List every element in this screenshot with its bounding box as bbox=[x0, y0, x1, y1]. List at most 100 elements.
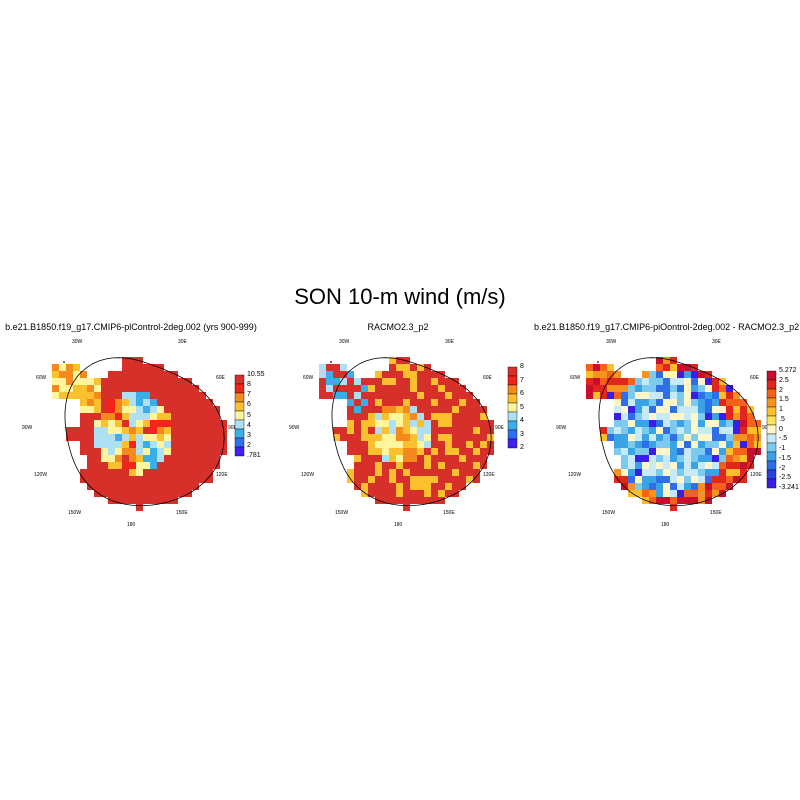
grid-cell bbox=[698, 448, 705, 455]
grid-cell bbox=[143, 385, 150, 392]
grid-cell bbox=[136, 427, 143, 434]
grid-cell bbox=[487, 448, 494, 455]
grid-cell bbox=[150, 476, 157, 483]
grid-cell bbox=[143, 434, 150, 441]
grid-cell bbox=[157, 469, 164, 476]
grid-cell bbox=[649, 490, 656, 497]
grid-cell bbox=[375, 406, 382, 413]
grid-cell bbox=[389, 427, 396, 434]
grid-cell bbox=[684, 455, 691, 462]
grid-cell bbox=[712, 441, 719, 448]
grid-cell bbox=[635, 427, 642, 434]
grid-cell bbox=[621, 406, 628, 413]
grid-cell bbox=[382, 490, 389, 497]
grid-cell bbox=[726, 385, 733, 392]
grid-cell bbox=[185, 392, 192, 399]
grid-cell bbox=[635, 406, 642, 413]
grid-cell bbox=[480, 413, 487, 420]
grid-cell bbox=[171, 497, 178, 504]
grid-cell bbox=[129, 420, 136, 427]
colorbar-box bbox=[766, 424, 777, 435]
grid-cell bbox=[108, 469, 115, 476]
grid-cell bbox=[670, 441, 677, 448]
grid-cell bbox=[199, 434, 206, 441]
grid-cell bbox=[677, 420, 684, 427]
grid-cell bbox=[649, 371, 656, 378]
colorbar-label: 3 bbox=[520, 430, 524, 438]
grid-cell bbox=[403, 504, 410, 511]
grid-cell bbox=[410, 406, 417, 413]
grid-cell bbox=[691, 420, 698, 427]
grid-cell bbox=[649, 434, 656, 441]
grid-cell bbox=[410, 371, 417, 378]
panel-racmo: RACMO2.3_p2 30W 30E 60W 60E 90W 90E 120W… bbox=[267, 320, 529, 528]
grid-cell bbox=[192, 406, 199, 413]
grid-cell bbox=[614, 413, 621, 420]
grid-cell bbox=[396, 364, 403, 371]
grid-cell bbox=[171, 385, 178, 392]
grid-cell bbox=[108, 427, 115, 434]
grid-cell bbox=[726, 476, 733, 483]
grid-cell bbox=[157, 462, 164, 469]
grid-cell bbox=[52, 371, 59, 378]
grid-cell bbox=[157, 490, 164, 497]
grid-cell bbox=[101, 448, 108, 455]
grid-cell bbox=[396, 392, 403, 399]
grid-cell bbox=[80, 406, 87, 413]
grid-cell bbox=[101, 462, 108, 469]
grid-cell bbox=[473, 406, 480, 413]
grid-cell bbox=[157, 385, 164, 392]
grid-cell bbox=[199, 420, 206, 427]
lon-label-30w: 30W bbox=[72, 339, 83, 345]
grid-cell bbox=[656, 434, 663, 441]
grid-cell bbox=[733, 441, 740, 448]
grid-cell bbox=[705, 462, 712, 469]
grid-cell bbox=[473, 441, 480, 448]
grid-cell bbox=[691, 448, 698, 455]
grid-cell bbox=[143, 420, 150, 427]
grid-cell bbox=[726, 483, 733, 490]
grid-cell bbox=[73, 364, 80, 371]
grid-cell bbox=[586, 392, 593, 399]
marker-dot bbox=[63, 361, 65, 363]
grid-cell bbox=[628, 413, 635, 420]
grid-cell bbox=[452, 406, 459, 413]
grid-cell bbox=[122, 357, 129, 364]
colorbar-label: 7 bbox=[247, 391, 251, 399]
grid-cell bbox=[663, 434, 670, 441]
grid-cell bbox=[733, 476, 740, 483]
colorbar-label: -1 bbox=[779, 445, 786, 452]
grid-cell bbox=[361, 399, 368, 406]
grid-cell bbox=[403, 392, 410, 399]
grid-cell bbox=[143, 427, 150, 434]
grid-cell bbox=[438, 434, 445, 441]
grid-cell bbox=[396, 483, 403, 490]
grid-cell bbox=[157, 371, 164, 378]
grid-cell bbox=[389, 364, 396, 371]
grid-cell bbox=[199, 448, 206, 455]
grid-cell bbox=[87, 399, 94, 406]
colorbar-box bbox=[766, 478, 777, 489]
grid-cell bbox=[705, 476, 712, 483]
grid-cell bbox=[663, 357, 670, 364]
grid-cell bbox=[164, 427, 171, 434]
grid-cell bbox=[122, 483, 129, 490]
grid-cell bbox=[438, 469, 445, 476]
grid-cell bbox=[726, 469, 733, 476]
grid-cell bbox=[87, 378, 94, 385]
grid-cell bbox=[185, 476, 192, 483]
grid-cell bbox=[108, 385, 115, 392]
grid-cell bbox=[354, 385, 361, 392]
grid-cell bbox=[213, 434, 220, 441]
grid-cell bbox=[649, 441, 656, 448]
grid-cell bbox=[375, 427, 382, 434]
grid-cell bbox=[389, 483, 396, 490]
grid-cell bbox=[445, 455, 452, 462]
grid-cell bbox=[122, 441, 129, 448]
grid-cell bbox=[66, 392, 73, 399]
grid-cell bbox=[747, 455, 754, 462]
grid-cell bbox=[663, 476, 670, 483]
grid-cell bbox=[417, 364, 424, 371]
grid-cell bbox=[677, 455, 684, 462]
grid-cell bbox=[740, 420, 747, 427]
